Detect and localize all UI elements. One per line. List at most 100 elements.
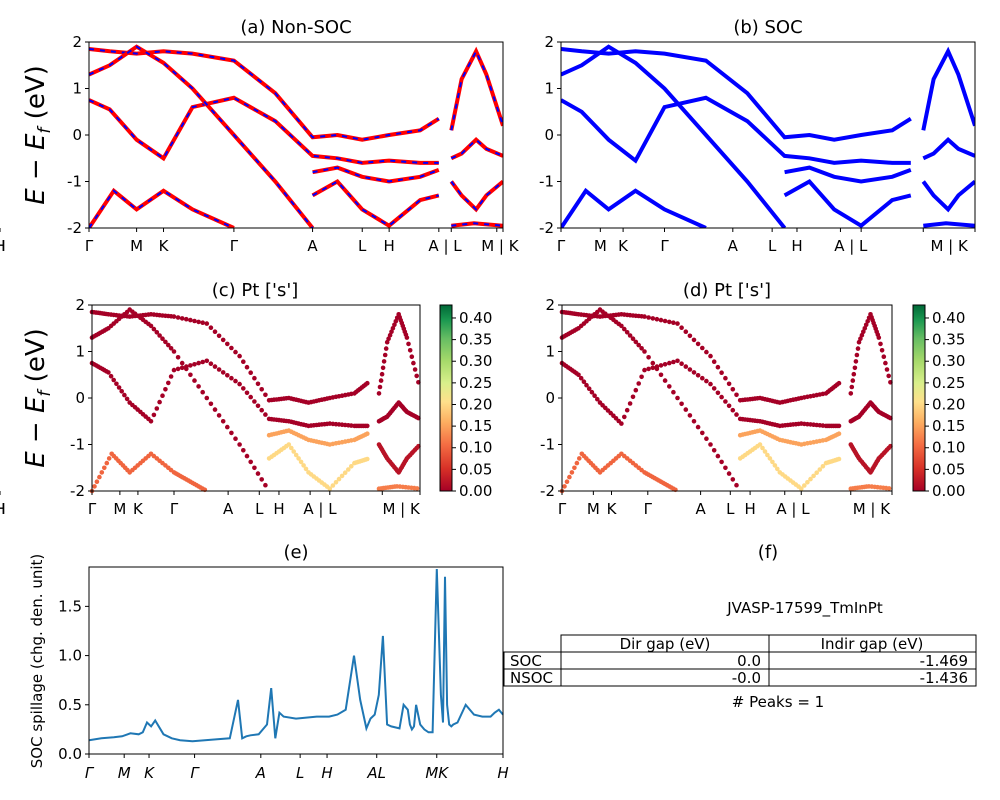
band-point	[695, 373, 701, 378]
band-point	[757, 442, 763, 447]
x-tick-label: A	[695, 500, 706, 518]
band-point	[301, 463, 306, 468]
band-line	[921, 46, 975, 131]
y-tick-label: -1	[540, 436, 555, 454]
x-tick-label: L	[726, 500, 735, 518]
band-point	[166, 380, 171, 386]
y-tick-label: 1	[72, 80, 82, 98]
band-point	[836, 380, 842, 386]
band-point	[654, 316, 660, 322]
band-point	[216, 333, 222, 339]
band-point	[286, 442, 292, 447]
band-point	[734, 412, 739, 417]
band-line-overlay	[450, 180, 503, 211]
x-tick-label: Γ	[88, 500, 97, 518]
x-tick-label: M | K	[382, 500, 421, 518]
band-point	[622, 326, 627, 332]
band-point	[646, 315, 651, 320]
band-point	[581, 379, 587, 385]
band-point	[719, 370, 724, 376]
band-point	[154, 330, 160, 335]
x-tick-label: K	[618, 237, 629, 255]
table-row-nsoc-dir: -0.0	[732, 669, 761, 687]
band-point	[381, 359, 387, 364]
band-point	[184, 316, 189, 322]
band-point	[378, 378, 384, 383]
band-point	[263, 392, 268, 398]
band-point	[650, 316, 656, 321]
y-tick-label: 0	[545, 389, 555, 407]
band-point	[687, 413, 693, 418]
colorbar-tick-label: 0.05	[459, 460, 492, 478]
band-point	[393, 319, 399, 324]
band-point	[289, 445, 294, 451]
band-point	[241, 386, 246, 391]
x-tick-label: K	[159, 237, 170, 255]
band-point	[220, 337, 226, 343]
band-point	[814, 470, 819, 476]
band-line	[89, 187, 235, 228]
band-point	[715, 390, 721, 396]
band-point	[767, 456, 773, 461]
band-point	[775, 466, 780, 472]
band-point	[695, 341, 701, 347]
band-point	[171, 349, 177, 354]
band-point	[836, 423, 842, 429]
band-point	[291, 449, 297, 454]
x-tick-label: H	[744, 500, 755, 518]
band-point	[805, 480, 810, 485]
band-point	[157, 399, 162, 405]
band-point	[255, 403, 261, 409]
band-point	[346, 467, 351, 472]
band-point	[730, 387, 736, 392]
band-point	[878, 341, 883, 347]
band-point	[383, 346, 389, 351]
band-line-overlay	[451, 222, 503, 227]
band-point	[658, 317, 664, 323]
band-point	[624, 407, 630, 413]
x-tick-label: A | L	[776, 500, 810, 518]
x-tick-label: Γ	[660, 237, 669, 255]
band-point	[263, 412, 268, 417]
band-point	[179, 360, 185, 366]
band-point	[671, 359, 676, 365]
band-point	[255, 471, 261, 476]
band-line	[89, 47, 440, 142]
band-point	[858, 336, 863, 342]
x-tick-label: AL	[366, 764, 386, 782]
y-tick-label: -2	[70, 482, 85, 500]
band-point	[633, 387, 639, 393]
band-point	[723, 399, 728, 404]
band-point	[642, 349, 647, 354]
band-point	[886, 373, 891, 379]
band-point	[108, 373, 114, 379]
band-line	[783, 178, 912, 228]
band-point	[365, 431, 370, 437]
band-line-overlay	[89, 96, 439, 164]
band-point	[853, 359, 859, 364]
x-tick-label: A | L	[428, 237, 462, 255]
band-point	[407, 348, 413, 353]
x-tick-label: H	[0, 500, 6, 518]
x-tick-label: L	[255, 500, 264, 518]
band-point	[104, 460, 110, 466]
band-point	[576, 372, 581, 378]
band-point	[208, 361, 214, 367]
band-point	[220, 370, 226, 375]
svg-text:E − Ef (eV): E − Ef (eV)	[21, 65, 55, 205]
panel-f-subtitle: JVASP-17599_TmInPt	[726, 599, 883, 618]
band-point	[595, 396, 600, 402]
band-point	[175, 366, 181, 372]
colorbar-tick-label: 0.30	[932, 352, 965, 370]
band-point	[650, 365, 656, 371]
band-point	[406, 341, 411, 347]
band-point	[179, 365, 185, 371]
y-tick-label: 2	[72, 33, 82, 51]
x-tick-label: A | L	[834, 237, 868, 255]
band-point	[171, 367, 177, 373]
band-point	[179, 316, 185, 321]
colorbar-tick-label: 0.20	[459, 395, 492, 413]
